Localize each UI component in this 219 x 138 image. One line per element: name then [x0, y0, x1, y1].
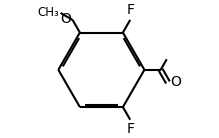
- Text: F: F: [126, 122, 134, 136]
- Text: O: O: [170, 75, 181, 89]
- Text: O: O: [60, 12, 71, 26]
- Text: F: F: [126, 3, 134, 17]
- Text: CH₃: CH₃: [38, 6, 59, 19]
